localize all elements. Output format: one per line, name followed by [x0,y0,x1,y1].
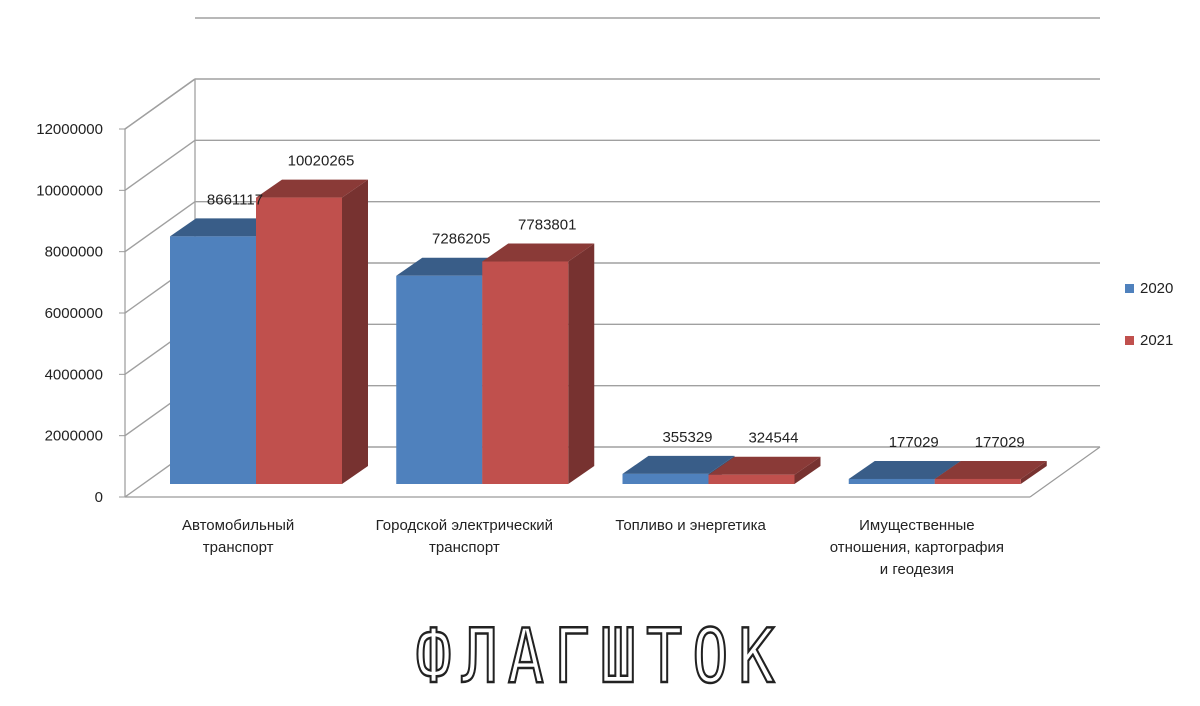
bar-front [934,478,1021,484]
bar-front [708,474,795,484]
data-label: 10020265 [288,153,355,170]
bar-front [256,197,342,484]
legend-swatch [1125,284,1134,293]
bar-front [396,275,483,484]
gridline-depth [124,78,196,130]
legend-label: 2021 [1140,332,1173,349]
category-label: Автомобильный транспорт [182,517,294,556]
bar-side [568,243,595,484]
bar-side [794,456,821,484]
y-tick-label: 6000000 [45,305,103,322]
legend-label: 2020 [1140,280,1173,297]
watermark-text: ФЛАГШТОК [415,612,785,702]
gridline-depth [124,201,196,253]
bar-top [482,243,595,262]
bar-2021-3 [934,460,1047,484]
floor-right-edge [1029,446,1101,498]
data-label: 324544 [748,430,798,447]
bars [170,179,1047,484]
bar-top [170,218,282,237]
bar-2021-1 [482,243,595,484]
bar-top [708,456,821,475]
legend-swatch [1125,336,1134,345]
gridline-depth [124,139,196,191]
data-label: 177029 [975,434,1025,451]
y-tick-label: 10000000 [36,182,103,199]
bar-front [622,473,709,484]
category-label: Городской электрический транспорт [376,517,553,556]
bar-front [848,478,935,484]
bar-2021-0 [256,179,368,484]
bar-front [482,261,569,484]
y-tick-label: 0 [95,489,103,506]
bar-top [848,460,961,479]
data-label: 177029 [889,434,939,451]
bar-side [1020,460,1047,484]
legend: 2020 2021 [1125,280,1173,349]
bar-side [342,179,368,484]
bar-2020-0 [170,218,282,484]
bar-front [170,236,256,484]
y-tick-label: 2000000 [45,428,103,445]
y-tick-label: 12000000 [36,121,103,138]
bar-top [622,455,735,474]
category-label: Топливо и энергетика [615,517,766,534]
data-label: 8661117 [207,191,263,208]
data-label: 7286205 [432,231,490,248]
bar-top [256,179,368,198]
y-axis-ticks: 0 2000000 4000000 6000000 8000000 10000000 120… [36,121,125,506]
category-label: Имущественные отношения, картография и гео… [830,517,1004,578]
category-labels: Автомобильный транспорт Городской электрич… [182,517,1004,578]
y-tick-label: 4000000 [45,366,103,383]
data-label: 7783801 [518,217,576,234]
bar-2021-2 [708,456,821,484]
y-tick-label: 8000000 [45,244,103,261]
data-label: 355329 [662,429,712,446]
bar-top [396,257,509,276]
bar-top [934,460,1047,479]
data-labels: 8661117 10020265 7286205 7783801 355329 32454… [207,153,1025,451]
watermark-logo: ФЛАГШТОК [0,612,1200,702]
bar-chart: 0 2000000 4000000 6000000 8000000 10000000 120… [36,17,1173,578]
